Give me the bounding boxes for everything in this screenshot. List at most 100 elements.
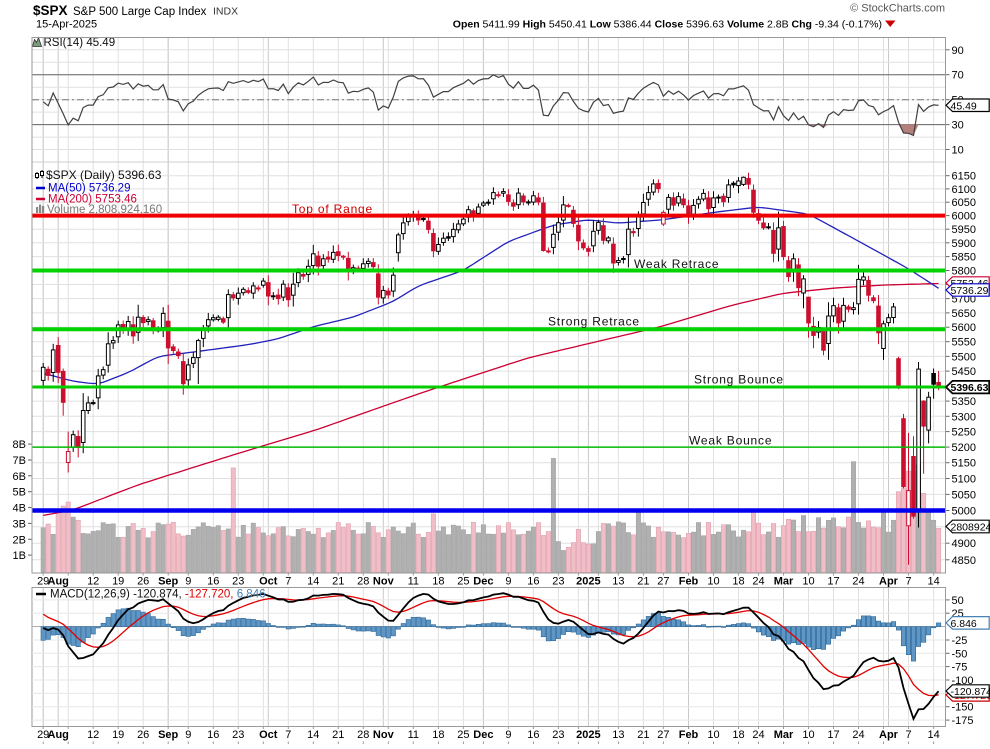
svg-text:7: 7 <box>905 729 911 741</box>
svg-text:Top of Range: Top of Range <box>292 202 373 216</box>
svg-text:6050: 6050 <box>952 197 976 209</box>
svg-text:10: 10 <box>952 145 964 157</box>
svg-text:14: 14 <box>307 576 319 588</box>
svg-text:70: 70 <box>952 70 964 82</box>
svg-text:5950: 5950 <box>952 224 976 236</box>
svg-text:11: 11 <box>408 729 419 741</box>
svg-text:24: 24 <box>852 576 864 588</box>
svg-text:5250: 5250 <box>952 427 976 439</box>
svg-text:4850: 4850 <box>952 555 976 567</box>
svg-text:Strong Retrace: Strong Retrace <box>548 315 640 329</box>
svg-text:24: 24 <box>752 576 764 588</box>
svg-text:18: 18 <box>432 729 444 741</box>
svg-text:10: 10 <box>802 729 814 741</box>
svg-text:-25: -25 <box>952 635 968 647</box>
svg-text:Sep: Sep <box>158 729 178 741</box>
svg-text:10: 10 <box>707 729 719 741</box>
svg-text:Apr: Apr <box>879 576 899 588</box>
svg-text:5050: 5050 <box>952 489 976 501</box>
svg-text:19: 19 <box>112 729 124 741</box>
svg-text:25: 25 <box>457 729 469 741</box>
svg-text:9: 9 <box>505 729 511 741</box>
svg-text:13: 13 <box>612 576 624 588</box>
svg-text:Aug: Aug <box>48 729 69 741</box>
svg-text:Feb: Feb <box>679 729 699 741</box>
svg-text:10: 10 <box>802 576 814 588</box>
svg-text:RSI(14) 45.49: RSI(14) 45.49 <box>44 37 116 49</box>
svg-text:26: 26 <box>137 729 149 741</box>
svg-text:18: 18 <box>732 729 744 741</box>
svg-text:24: 24 <box>852 729 864 741</box>
svg-text:Oct: Oct <box>259 729 278 741</box>
svg-text:4900: 4900 <box>952 538 976 550</box>
svg-text:7: 7 <box>285 576 291 588</box>
svg-text:Apr: Apr <box>879 729 899 741</box>
svg-text:6.846: 6.846 <box>951 618 977 630</box>
svg-text:9: 9 <box>185 729 191 741</box>
svg-text:Weak Retrace: Weak Retrace <box>634 257 719 271</box>
svg-text:45.49: 45.49 <box>951 100 977 112</box>
svg-text:23: 23 <box>232 729 244 741</box>
svg-text:-75: -75 <box>952 662 968 674</box>
svg-text:Nov: Nov <box>373 576 395 588</box>
svg-text:2025: 2025 <box>576 576 600 588</box>
svg-text:S&P 500 Large Cap Index: S&P 500 Large Cap Index <box>73 6 207 18</box>
svg-text:Oct: Oct <box>259 576 278 588</box>
svg-text:5850: 5850 <box>952 252 976 264</box>
svg-text:8B: 8B <box>13 439 26 451</box>
svg-text:6150: 6150 <box>952 171 976 183</box>
svg-text:17: 17 <box>827 576 839 588</box>
svg-text:21: 21 <box>637 576 649 588</box>
svg-text:Mar: Mar <box>774 729 794 741</box>
svg-text:18: 18 <box>432 576 444 588</box>
svg-text:90: 90 <box>952 45 964 57</box>
svg-text:7: 7 <box>285 729 291 741</box>
svg-text:5100: 5100 <box>952 474 976 486</box>
svg-text:21: 21 <box>332 576 344 588</box>
svg-text:26: 26 <box>137 576 149 588</box>
svg-text:28: 28 <box>357 576 369 588</box>
svg-text:28: 28 <box>357 729 369 741</box>
svg-text:16: 16 <box>527 729 539 741</box>
svg-text:17: 17 <box>827 729 839 741</box>
svg-text:-175: -175 <box>952 715 974 727</box>
svg-text:5550: 5550 <box>952 337 976 349</box>
svg-text:19: 19 <box>112 576 124 588</box>
svg-text:-120.874: -120.874 <box>951 686 990 698</box>
svg-text:18: 18 <box>732 576 744 588</box>
svg-text:INDX: INDX <box>213 6 238 18</box>
svg-text:3B: 3B <box>13 518 26 530</box>
svg-text:11: 11 <box>408 576 419 588</box>
svg-text:16: 16 <box>207 729 219 741</box>
svg-text:30: 30 <box>952 120 964 132</box>
svg-text:Dec: Dec <box>473 729 493 741</box>
svg-text:5450: 5450 <box>952 366 976 378</box>
svg-text:$SPX: $SPX <box>33 3 68 18</box>
svg-text:14: 14 <box>307 729 319 741</box>
svg-text:5736.29: 5736.29 <box>951 285 989 297</box>
svg-text:Aug: Aug <box>48 576 69 588</box>
svg-text:21: 21 <box>332 729 344 741</box>
svg-text:12: 12 <box>87 576 99 588</box>
svg-text:23: 23 <box>552 729 564 741</box>
svg-text:24: 24 <box>752 729 764 741</box>
svg-text:2808924160: 2808924160 <box>951 522 990 534</box>
svg-text:5650: 5650 <box>952 308 976 320</box>
svg-text:21: 21 <box>637 729 649 741</box>
svg-text:50: 50 <box>952 595 964 607</box>
svg-text:5200: 5200 <box>952 442 976 454</box>
svg-text:5B: 5B <box>13 487 26 499</box>
svg-text:7B: 7B <box>13 455 26 467</box>
svg-text:5500: 5500 <box>952 351 976 363</box>
svg-text:Open 5411.99 High 5450.41 Low: Open 5411.99 High 5450.41 Low 5386.44 Cl… <box>453 19 882 31</box>
svg-text:6B: 6B <box>13 471 26 483</box>
svg-text:5150: 5150 <box>952 458 976 470</box>
svg-text:14: 14 <box>927 576 939 588</box>
svg-text:Dec: Dec <box>473 576 493 588</box>
svg-text:23: 23 <box>552 576 564 588</box>
svg-text:MACD(12,26,9) -120.874, -127.7: MACD(12,26,9) -120.874, -127.720, 6.846 <box>50 589 266 601</box>
svg-text:5000: 5000 <box>952 506 976 518</box>
svg-text:© StockCharts.com: © StockCharts.com <box>850 3 945 15</box>
svg-text:14: 14 <box>927 729 939 741</box>
svg-text:12: 12 <box>87 729 99 741</box>
